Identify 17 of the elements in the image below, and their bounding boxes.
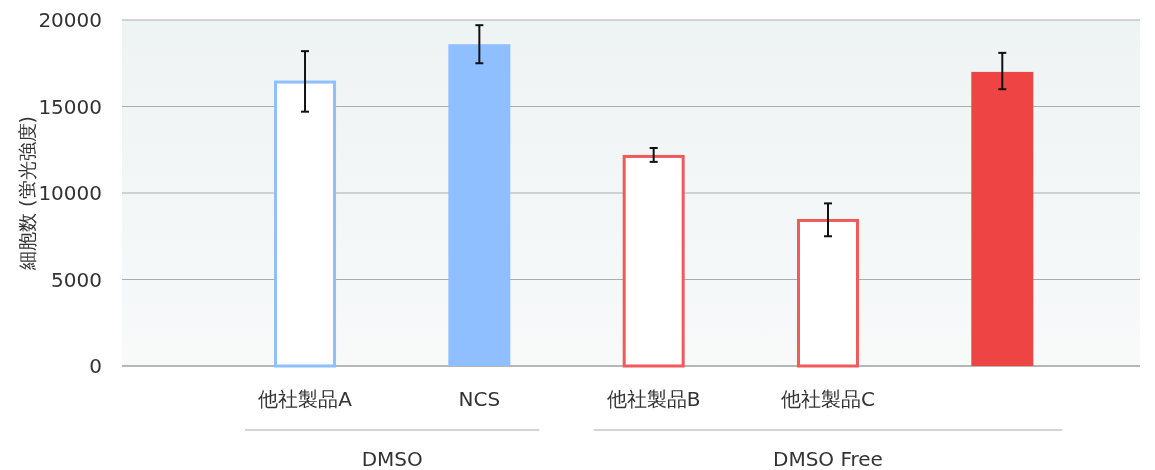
bar: [448, 44, 511, 366]
x-tick-label: 他社製品A: [258, 387, 353, 411]
bar: [796, 218, 859, 368]
bar: [274, 80, 337, 368]
x-tick-label: NCS: [458, 387, 501, 411]
y-tick-label: 15000: [38, 94, 102, 119]
y-tick-label: 20000: [38, 8, 102, 32]
y-axis-title: 細胞数 (蛍光強度): [16, 116, 38, 271]
y-tick-label: 10000: [38, 181, 102, 205]
bar: [971, 71, 1034, 366]
text: DMSO: [361, 447, 423, 470]
bar: [622, 154, 685, 368]
x-tick-label: 他社製品C: [780, 387, 875, 411]
y-tick-label: 0: [89, 354, 102, 378]
x-tick-label: 他社製品B: [606, 387, 701, 411]
text: DMSO Free: [773, 447, 883, 470]
y-tick-label: 5000: [51, 267, 102, 292]
